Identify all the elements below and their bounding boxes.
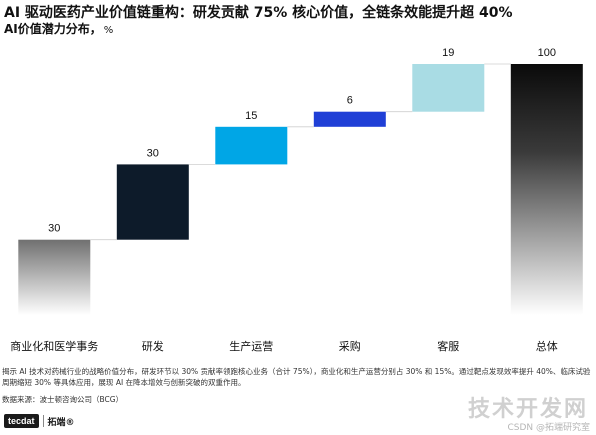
waterfall-chart: 30 商业化和医学事务 30 研发 15 生产运营 6 采购 19 客服 100 总体 (10, 47, 583, 353)
bar-2 (116, 164, 189, 240)
chart-subtitle: AI价值潜力分布，% (4, 20, 113, 37)
chart-title: AI 驱动医药产业价值链重构：研发贡献 75% 核心价值，全链条效能提升超 40… (4, 5, 513, 21)
bar-4 (313, 111, 386, 127)
category-label-6: 总体 (536, 339, 558, 353)
footnote: 揭示 AI 技术对药械行业的战略价值分布，研发环节以 30% 贡献率领跑核心业务… (2, 367, 591, 387)
category-label-2: 研发 (142, 339, 164, 353)
watermark: 技术开发网 (467, 397, 588, 422)
value-label-1: 30 (48, 223, 60, 235)
tecdat-logo: tecdat (4, 414, 39, 428)
value-label-5: 19 (442, 47, 454, 59)
category-label-1: 商业化和医学事务 (10, 339, 98, 353)
category-label-3: 生产运营 (229, 339, 273, 353)
category-label-5: 客服 (437, 339, 459, 353)
brand-name: 拓端® (47, 417, 75, 428)
value-label-3: 15 (245, 110, 257, 122)
bar-3 (215, 126, 288, 165)
brand-divider (42, 415, 44, 427)
value-label-4: 6 (347, 95, 353, 107)
bar-6 (510, 64, 583, 315)
bar-1 (18, 239, 91, 315)
bar-5 (412, 64, 485, 112)
category-label-4: 采购 (339, 339, 361, 353)
source-note: 数据来源：波士顿咨询公司（BCG） (2, 395, 124, 404)
value-label-2: 30 (147, 147, 159, 159)
watermark-sub: CSDN @拓端研究室 (507, 423, 590, 433)
value-label-6: 100 (538, 47, 556, 59)
brand-bar: tecdat 拓端® (4, 412, 75, 430)
subtitle-text: AI价值潜力分布， (4, 22, 102, 36)
unit-label: % (103, 25, 114, 36)
